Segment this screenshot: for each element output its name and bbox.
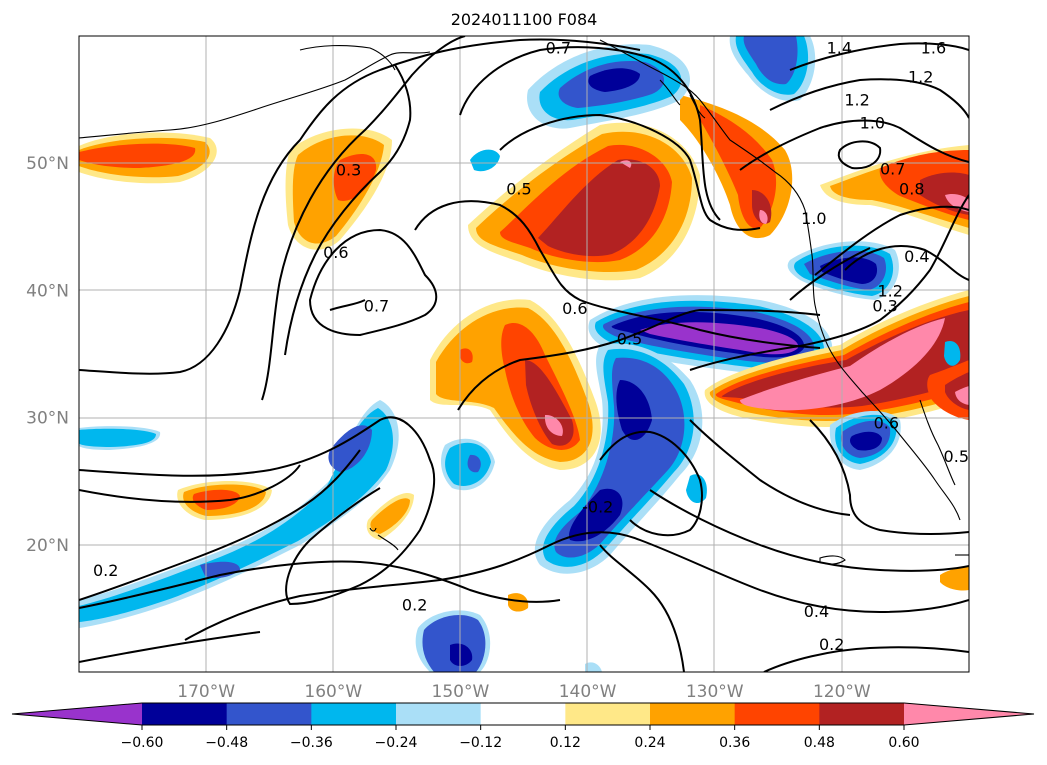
colorbar: −0.60 −0.48 −0.36 −0.24 −0.12 0.12 0.24 0.36 0.4…	[11, 702, 1035, 751]
contour-label-text: 0.8	[899, 180, 924, 199]
contour-label: 0.6	[323, 243, 348, 262]
colorbar-segment	[396, 703, 482, 725]
colorbar-tick-label: 0.60	[888, 735, 919, 751]
contour-label-text: 0.6	[323, 243, 348, 262]
contour-label-text: 0.6	[562, 299, 587, 318]
contour-label: 0.7	[880, 159, 905, 178]
contour-label-text: 1.2	[877, 281, 902, 300]
longitude-label: 170°W	[177, 682, 235, 702]
colorbar-segment	[311, 703, 397, 725]
contour-label: 0.8	[899, 180, 924, 199]
latitude-label: 50°N	[26, 154, 69, 174]
contour-label-text: 0.2	[819, 635, 844, 654]
contour-label-text: 1.0	[801, 209, 826, 228]
latitude-label: 30°N	[26, 409, 69, 429]
contour-label-text: -0.2	[582, 498, 613, 517]
contour-label: 0.3	[336, 161, 361, 180]
latitude-label: 20°N	[26, 536, 69, 556]
longitude-label: 130°W	[686, 682, 744, 702]
contour-label-text: 0.4	[904, 247, 929, 266]
contour-label-text: 0.6	[874, 414, 899, 433]
contour-label-text: 0.2	[93, 561, 118, 580]
contour-label: 0.5	[944, 447, 969, 466]
contour-label-text: 1.2	[908, 68, 933, 87]
contour-label-text: 0.3	[872, 297, 897, 316]
contour-label: 1.2	[908, 68, 933, 87]
contour-label-text: 0.5	[617, 330, 642, 349]
contour-label: 0.5	[617, 330, 642, 349]
colorbar-tick-label: −0.60	[121, 735, 164, 751]
colorbar-extend-high	[904, 703, 1034, 725]
longitude-label: 120°W	[813, 682, 871, 702]
map-plot-area: 0.7 1.4 1.61.21.21.00.30.50.70.81.00.6 0.41…	[78, 35, 970, 673]
contour-label: 1.0	[860, 113, 885, 132]
contour-label: 1.2	[877, 281, 902, 300]
contour-label: 0.6	[562, 299, 587, 318]
contour-label-text: 1.6	[921, 38, 946, 57]
contour-label-text: 0.7	[880, 159, 905, 178]
contour-label-text: 0.5	[506, 180, 531, 199]
contour-label: 0.2	[819, 635, 844, 654]
contour-label-text: 0.7	[546, 38, 571, 57]
contour-label-text: 0.4	[804, 602, 829, 621]
contour-label-text: 0.5	[944, 447, 969, 466]
contour-label: 0.4	[904, 247, 929, 266]
contour-label: 0.7	[546, 38, 571, 57]
contour-label-text: 0.2	[402, 596, 427, 615]
contour-label-text: 0.3	[336, 161, 361, 180]
colorbar-tick-label: −0.48	[205, 735, 248, 751]
contour-label-text: 1.2	[844, 91, 869, 110]
contour-label: 0.4	[804, 602, 829, 621]
contour-label: 0.7	[364, 297, 389, 316]
coastlines	[79, 39, 969, 565]
longitude-label: 160°W	[304, 682, 362, 702]
colorbar-segment	[142, 703, 228, 725]
shaded-anomaly-field	[79, 36, 969, 672]
colorbar-tick-label: 0.48	[804, 735, 835, 751]
contour-label: 1.4	[827, 38, 852, 57]
contour-label: 0.2	[402, 596, 427, 615]
longitude-labels: 170°W 160°W 150°W 140°W 130°W 120°W	[177, 682, 871, 702]
contour-label-text: 1.4	[827, 38, 852, 57]
contour-label-text: 1.0	[860, 113, 885, 132]
latitude-labels: 50°N 40°N 30°N 20°N	[26, 154, 69, 556]
colorbar-segment	[734, 703, 820, 725]
colorbar-tick-label: 0.24	[634, 735, 665, 751]
colorbar-tick-label: 0.12	[550, 735, 581, 751]
contour-label-text: 0.7	[364, 297, 389, 316]
contour-label: 0.6	[874, 414, 899, 433]
contour-lines	[79, 36, 969, 672]
contour-label: 1.0	[801, 209, 826, 228]
colorbar-tick-label: 0.36	[719, 735, 750, 751]
colorbar-segment	[480, 703, 566, 725]
contour-label: -0.2	[582, 498, 613, 517]
contour-label: 0.2	[93, 561, 118, 580]
contour-labels: 0.7 1.4 1.61.21.21.00.30.50.70.81.00.6 0.41…	[93, 38, 969, 654]
colorbar-segment	[565, 703, 651, 725]
colorbar-extend-low	[12, 703, 142, 725]
colorbar-tick-label: −0.36	[290, 735, 333, 751]
longitude-label: 140°W	[559, 682, 617, 702]
longitude-label: 150°W	[432, 682, 490, 702]
latitude-label: 40°N	[26, 281, 69, 301]
colorbar-segment	[819, 703, 905, 725]
map-title: 2024011100 F084	[451, 10, 598, 29]
contour-label: 1.2	[844, 91, 869, 110]
colorbar-tick-label: −0.24	[375, 735, 418, 751]
colorbar-segment	[650, 703, 736, 725]
colorbar-segment	[226, 703, 312, 725]
map-frame	[78, 35, 970, 673]
contour-label: 0.5	[506, 180, 531, 199]
colorbar-tick-label: −0.12	[459, 735, 502, 751]
contour-label: 1.6	[921, 38, 946, 57]
contour-label: 0.3	[872, 297, 897, 316]
